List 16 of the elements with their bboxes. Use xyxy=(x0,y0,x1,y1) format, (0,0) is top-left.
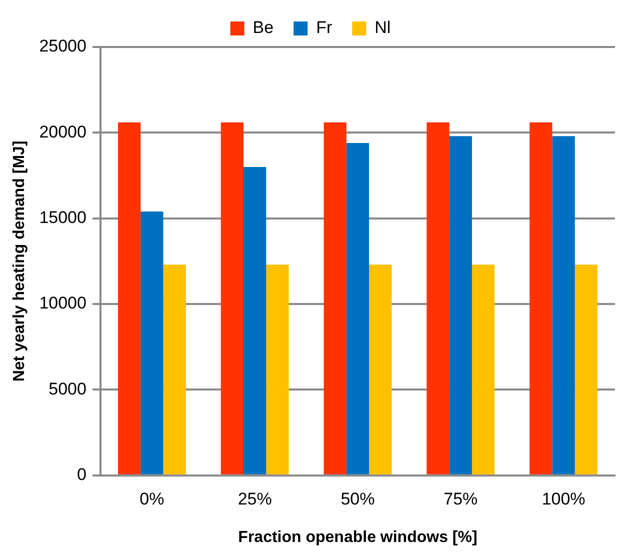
y-tick-label: 15000 xyxy=(39,208,86,228)
x-tick-label: 25% xyxy=(238,489,272,508)
y-tick-label: 10000 xyxy=(39,294,86,313)
y-tick-label: 25000 xyxy=(39,36,86,56)
legend-label: Nl xyxy=(374,18,391,38)
x-tick-label: 0% xyxy=(140,489,164,508)
x-tick-label: 75% xyxy=(444,489,478,508)
y-tick-label: 0 xyxy=(77,465,86,484)
x-axis-title: Fraction openable windows [%] xyxy=(238,528,478,546)
legend-label: Fr xyxy=(316,18,332,38)
legend-label: Be xyxy=(252,18,274,38)
y-tick-label: 5000 xyxy=(48,379,86,398)
x-tick-label: 50% xyxy=(340,489,375,508)
y-tick-label: 20000 xyxy=(39,122,86,142)
x-tick-label: 100% xyxy=(542,489,586,508)
y-axis-title: Net yearly heating demand [MJ] xyxy=(11,140,28,382)
